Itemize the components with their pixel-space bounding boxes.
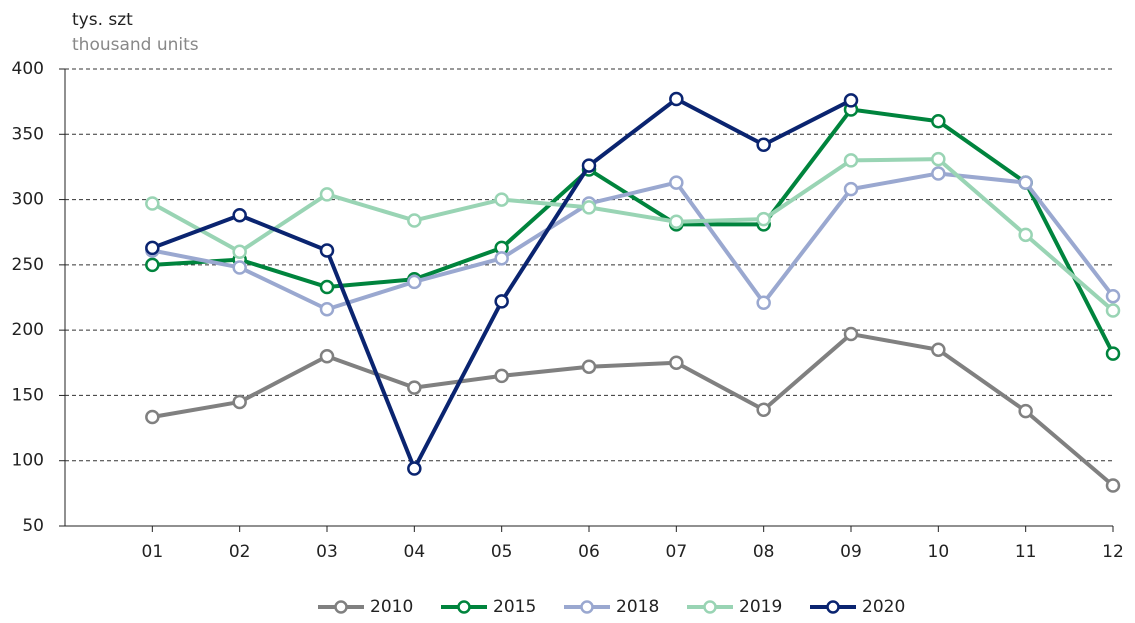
point	[319, 279, 335, 295]
x-tick-label: 05	[491, 542, 513, 562]
y-tick-label: 100	[12, 451, 44, 471]
point	[1018, 227, 1033, 243]
y-tick-label: 200	[12, 320, 44, 340]
point	[843, 326, 859, 342]
series-line	[151, 332, 1115, 488]
point	[669, 91, 684, 107]
point	[1018, 403, 1033, 419]
point	[669, 175, 684, 190]
legend-label: 2019	[739, 597, 782, 617]
point	[669, 214, 684, 230]
x-tick-label: 07	[666, 542, 688, 562]
unit-label: tys. szt	[72, 10, 133, 30]
point	[756, 402, 771, 418]
point	[494, 294, 509, 309]
point	[843, 93, 859, 108]
point	[1105, 303, 1121, 318]
point	[232, 260, 247, 275]
point	[931, 113, 946, 129]
x-tick-label: 09	[840, 542, 862, 562]
point	[1105, 346, 1121, 361]
legend-label: 2018	[616, 597, 659, 617]
point	[581, 200, 597, 215]
point	[581, 359, 597, 374]
legend-label: 2020	[862, 597, 905, 617]
point	[145, 196, 160, 211]
point	[1105, 478, 1121, 493]
unit-label-en: thousand units	[72, 35, 199, 55]
point	[669, 355, 684, 371]
point	[145, 240, 160, 256]
point	[407, 274, 422, 290]
x-tick-label: 12	[1102, 542, 1124, 562]
x-tick-label: 03	[316, 542, 338, 562]
point	[145, 409, 160, 425]
point	[1105, 288, 1121, 304]
y-tick-label: 350	[12, 124, 44, 144]
legend-marker	[334, 600, 348, 614]
point	[494, 251, 509, 266]
series-line	[151, 97, 852, 471]
point	[407, 380, 422, 395]
legend-label: 2010	[370, 597, 413, 617]
point	[494, 368, 509, 384]
legend-marker	[580, 600, 594, 614]
y-tick-label: 250	[12, 255, 44, 275]
legend-marker	[457, 600, 471, 614]
legend-label: 2015	[493, 597, 536, 617]
y-tick-label: 300	[12, 190, 44, 210]
point	[494, 192, 509, 207]
point	[145, 257, 160, 273]
y-tick-label: 150	[12, 385, 44, 405]
point	[843, 153, 859, 168]
x-tick-label: 06	[578, 542, 600, 562]
point	[1018, 175, 1033, 190]
series-line	[152, 107, 1115, 355]
point	[407, 213, 422, 228]
series-line	[151, 157, 1115, 313]
y-tick-label: 50	[22, 516, 44, 536]
point	[581, 158, 597, 173]
point	[319, 349, 335, 364]
point	[232, 244, 247, 260]
point	[232, 207, 247, 223]
x-tick-label: 10	[928, 542, 950, 562]
legend-marker	[703, 600, 717, 614]
point	[319, 187, 335, 202]
x-tick-label: 08	[753, 542, 775, 562]
x-tick-label: 01	[142, 542, 164, 562]
point	[319, 302, 335, 317]
point	[931, 151, 946, 167]
point	[756, 295, 771, 310]
x-tick-label: 11	[1015, 542, 1037, 562]
x-tick-label: 02	[229, 542, 251, 562]
point	[931, 342, 946, 357]
point	[407, 461, 422, 476]
point	[756, 137, 771, 152]
legend-marker	[826, 600, 840, 614]
x-tick-label: 04	[404, 542, 426, 562]
point	[843, 181, 859, 197]
point	[232, 394, 247, 410]
point	[319, 243, 335, 258]
point	[756, 211, 771, 227]
series-line	[151, 171, 1115, 312]
y-tick-label: 400	[12, 59, 44, 79]
point	[931, 166, 946, 181]
